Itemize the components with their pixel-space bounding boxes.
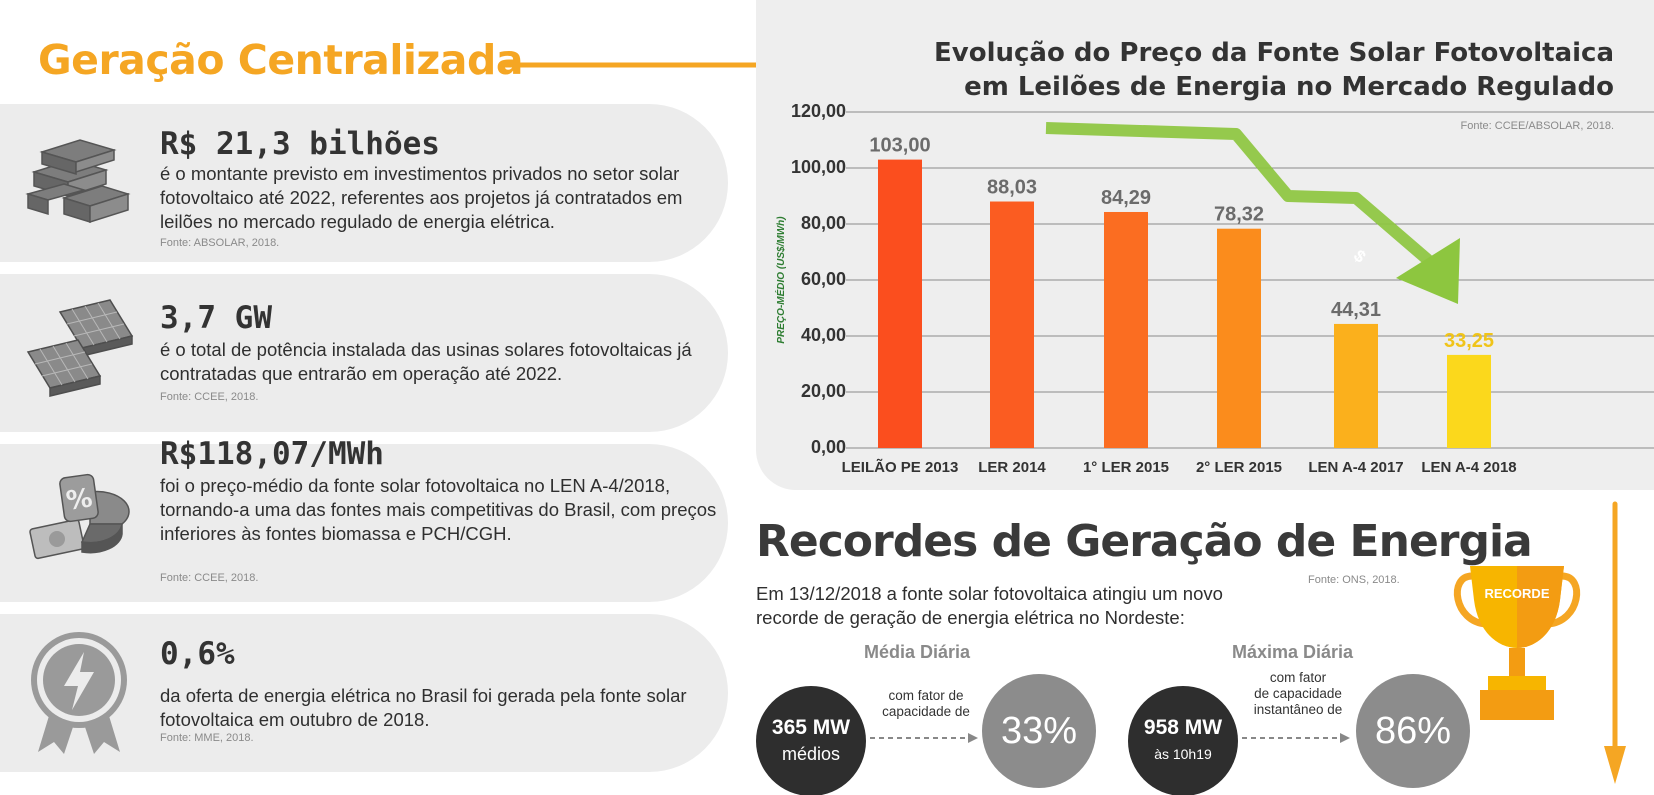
chart-source: Fonte: CCEE/ABSOLAR, 2018.	[1460, 120, 1614, 132]
bar	[1217, 228, 1261, 448]
y-tick-label: 60,00	[801, 269, 846, 289]
chart-title-line-1: Evolução do Preço da Fonte Solar Fotovol…	[934, 38, 1614, 68]
y-tick-label: 20,00	[801, 381, 846, 401]
x-tick-label: LEN A-4 2018	[1421, 459, 1516, 476]
daily-maximum-capacity-text: com fator de capacidade instantâneo de	[1240, 670, 1356, 718]
dashed-arrow-icon	[1242, 733, 1350, 743]
y-tick-label: 40,00	[801, 325, 846, 345]
arrow-down-icon	[1604, 501, 1626, 784]
daily-maximum-capacity-line-3: instantâneo de	[1253, 702, 1343, 717]
power-description: é o total de potência instalada das usin…	[160, 339, 692, 384]
price-headline: R$118,07/MWh	[160, 436, 384, 472]
daily-maximum-power-sub: às 10h19	[1154, 746, 1212, 762]
chart-title: Evolução do Preço da Fonte Solar Fotovol…	[934, 36, 1614, 104]
y-tick-label: 80,00	[801, 213, 846, 233]
dashed-arrow-icon	[870, 733, 978, 743]
money-stack-icon	[25, 139, 131, 224]
trophy-icon: RECORDE	[1453, 566, 1581, 720]
power-source: Fonte: CCEE, 2018.	[160, 391, 259, 403]
bar-value-label: 33,25	[1444, 330, 1494, 352]
price-bar-chart: 0,00 20,00 40,00 60,00 80,00 100,00 120,00 PREÇ…	[774, 101, 1654, 476]
solar-panels-icon	[26, 299, 134, 397]
trend-arrow	[1045, 122, 1432, 265]
records-title: Recordes de Geração de Energia	[756, 516, 1533, 567]
svg-text:%: %	[64, 483, 94, 516]
bar-value-label: 78,32	[1214, 204, 1264, 226]
page-title: Geração Centralizada	[38, 36, 523, 84]
share-description: da oferta de energia elétrica no Brasil …	[160, 685, 687, 730]
y-tick-label: 120,00	[791, 101, 846, 121]
bar-value-label: 88,03	[987, 177, 1037, 199]
lightning-badge-icon	[31, 632, 127, 754]
daily-maximum-power-circle: 958 MW às 10h19	[1128, 686, 1238, 795]
x-tick-label: LEN A-4 2017	[1308, 459, 1403, 476]
investment-card: R$ 21,3 bilhões é o montante previsto em…	[0, 104, 728, 262]
bar	[1334, 323, 1378, 448]
daily-maximum-power: 958 MW	[1143, 716, 1223, 739]
daily-maximum-capacity-line-1: com fator	[1269, 670, 1327, 685]
power-card: 3,7 GW é o total de potência instalada d…	[0, 274, 728, 432]
daily-average-factor-circle: 33%	[982, 674, 1096, 788]
trophy-label: RECORDE	[1484, 586, 1549, 601]
y-tick-label: 100,00	[791, 157, 846, 177]
chart-panel: 0,00 20,00 40,00 60,00 80,00 100,00 120,00 PREÇ…	[756, 0, 1654, 490]
daily-average-capacity-text: com fator de capacidade de	[868, 688, 984, 720]
daily-maximum-capacity-line-2: de capacidade	[1254, 686, 1342, 701]
bar-value-label: 84,29	[1101, 187, 1151, 209]
daily-average-heading: Média Diária	[864, 642, 971, 662]
share-headline: 0,6%	[160, 636, 235, 672]
percent-pie-icon: %	[29, 473, 130, 560]
bar	[1447, 354, 1491, 448]
records-description: Em 13/12/2018 a fonte solar fotovoltaica…	[756, 583, 1223, 628]
x-tick-label: LEILÃO PE 2013	[842, 458, 959, 476]
x-tick-label: 1° LER 2015	[1083, 459, 1169, 476]
bar-value-label: 44,31	[1331, 299, 1381, 321]
investment-source: Fonte: ABSOLAR, 2018.	[160, 237, 280, 249]
investment-description: é o montante previsto em investimentos p…	[160, 163, 683, 232]
x-tick-label: 2° LER 2015	[1196, 459, 1282, 476]
price-description: foi o preço-médio da fonte solar fotovol…	[160, 475, 717, 544]
daily-average-power-sub: médios	[781, 744, 841, 764]
bar	[878, 159, 922, 448]
price-source: Fonte: CCEE, 2018.	[160, 572, 259, 584]
daily-average-power-circle: 365 MW médios	[756, 686, 866, 795]
trend-arrow-head	[1396, 238, 1460, 304]
daily-maximum-factor-circle: 86%	[1356, 674, 1470, 788]
daily-average-capacity-line-2: capacidade de	[882, 704, 970, 719]
daily-average-power: 365 MW	[771, 716, 851, 739]
bar	[990, 201, 1034, 448]
daily-maximum-heading: Máxima Diária	[1232, 642, 1354, 662]
power-headline: 3,7 GW	[160, 300, 272, 336]
investment-headline: R$ 21,3 bilhões	[160, 126, 440, 162]
share-card: 0,6% da oferta de energia elétrica no Br…	[0, 614, 728, 772]
chart-title-line-2: em Leilões de Energia no Mercado Regulad…	[964, 72, 1614, 102]
y-tick-label: 0,00	[811, 437, 846, 457]
bar	[1104, 211, 1148, 448]
share-source: Fonte: MME, 2018.	[160, 732, 254, 744]
x-tick-label: LER 2014	[978, 459, 1046, 476]
daily-average-capacity-line-1: com fator de	[888, 688, 964, 703]
price-card: % R$118,07/MWh foi o preço-médio da font…	[0, 436, 728, 602]
y-axis-label: PREÇO-MÉDIO (US$/MWh)	[774, 216, 787, 344]
dollar-symbol: $	[1350, 246, 1370, 267]
bar-value-label: 103,00	[869, 135, 930, 157]
records-source: Fonte: ONS, 2018.	[1308, 574, 1400, 586]
